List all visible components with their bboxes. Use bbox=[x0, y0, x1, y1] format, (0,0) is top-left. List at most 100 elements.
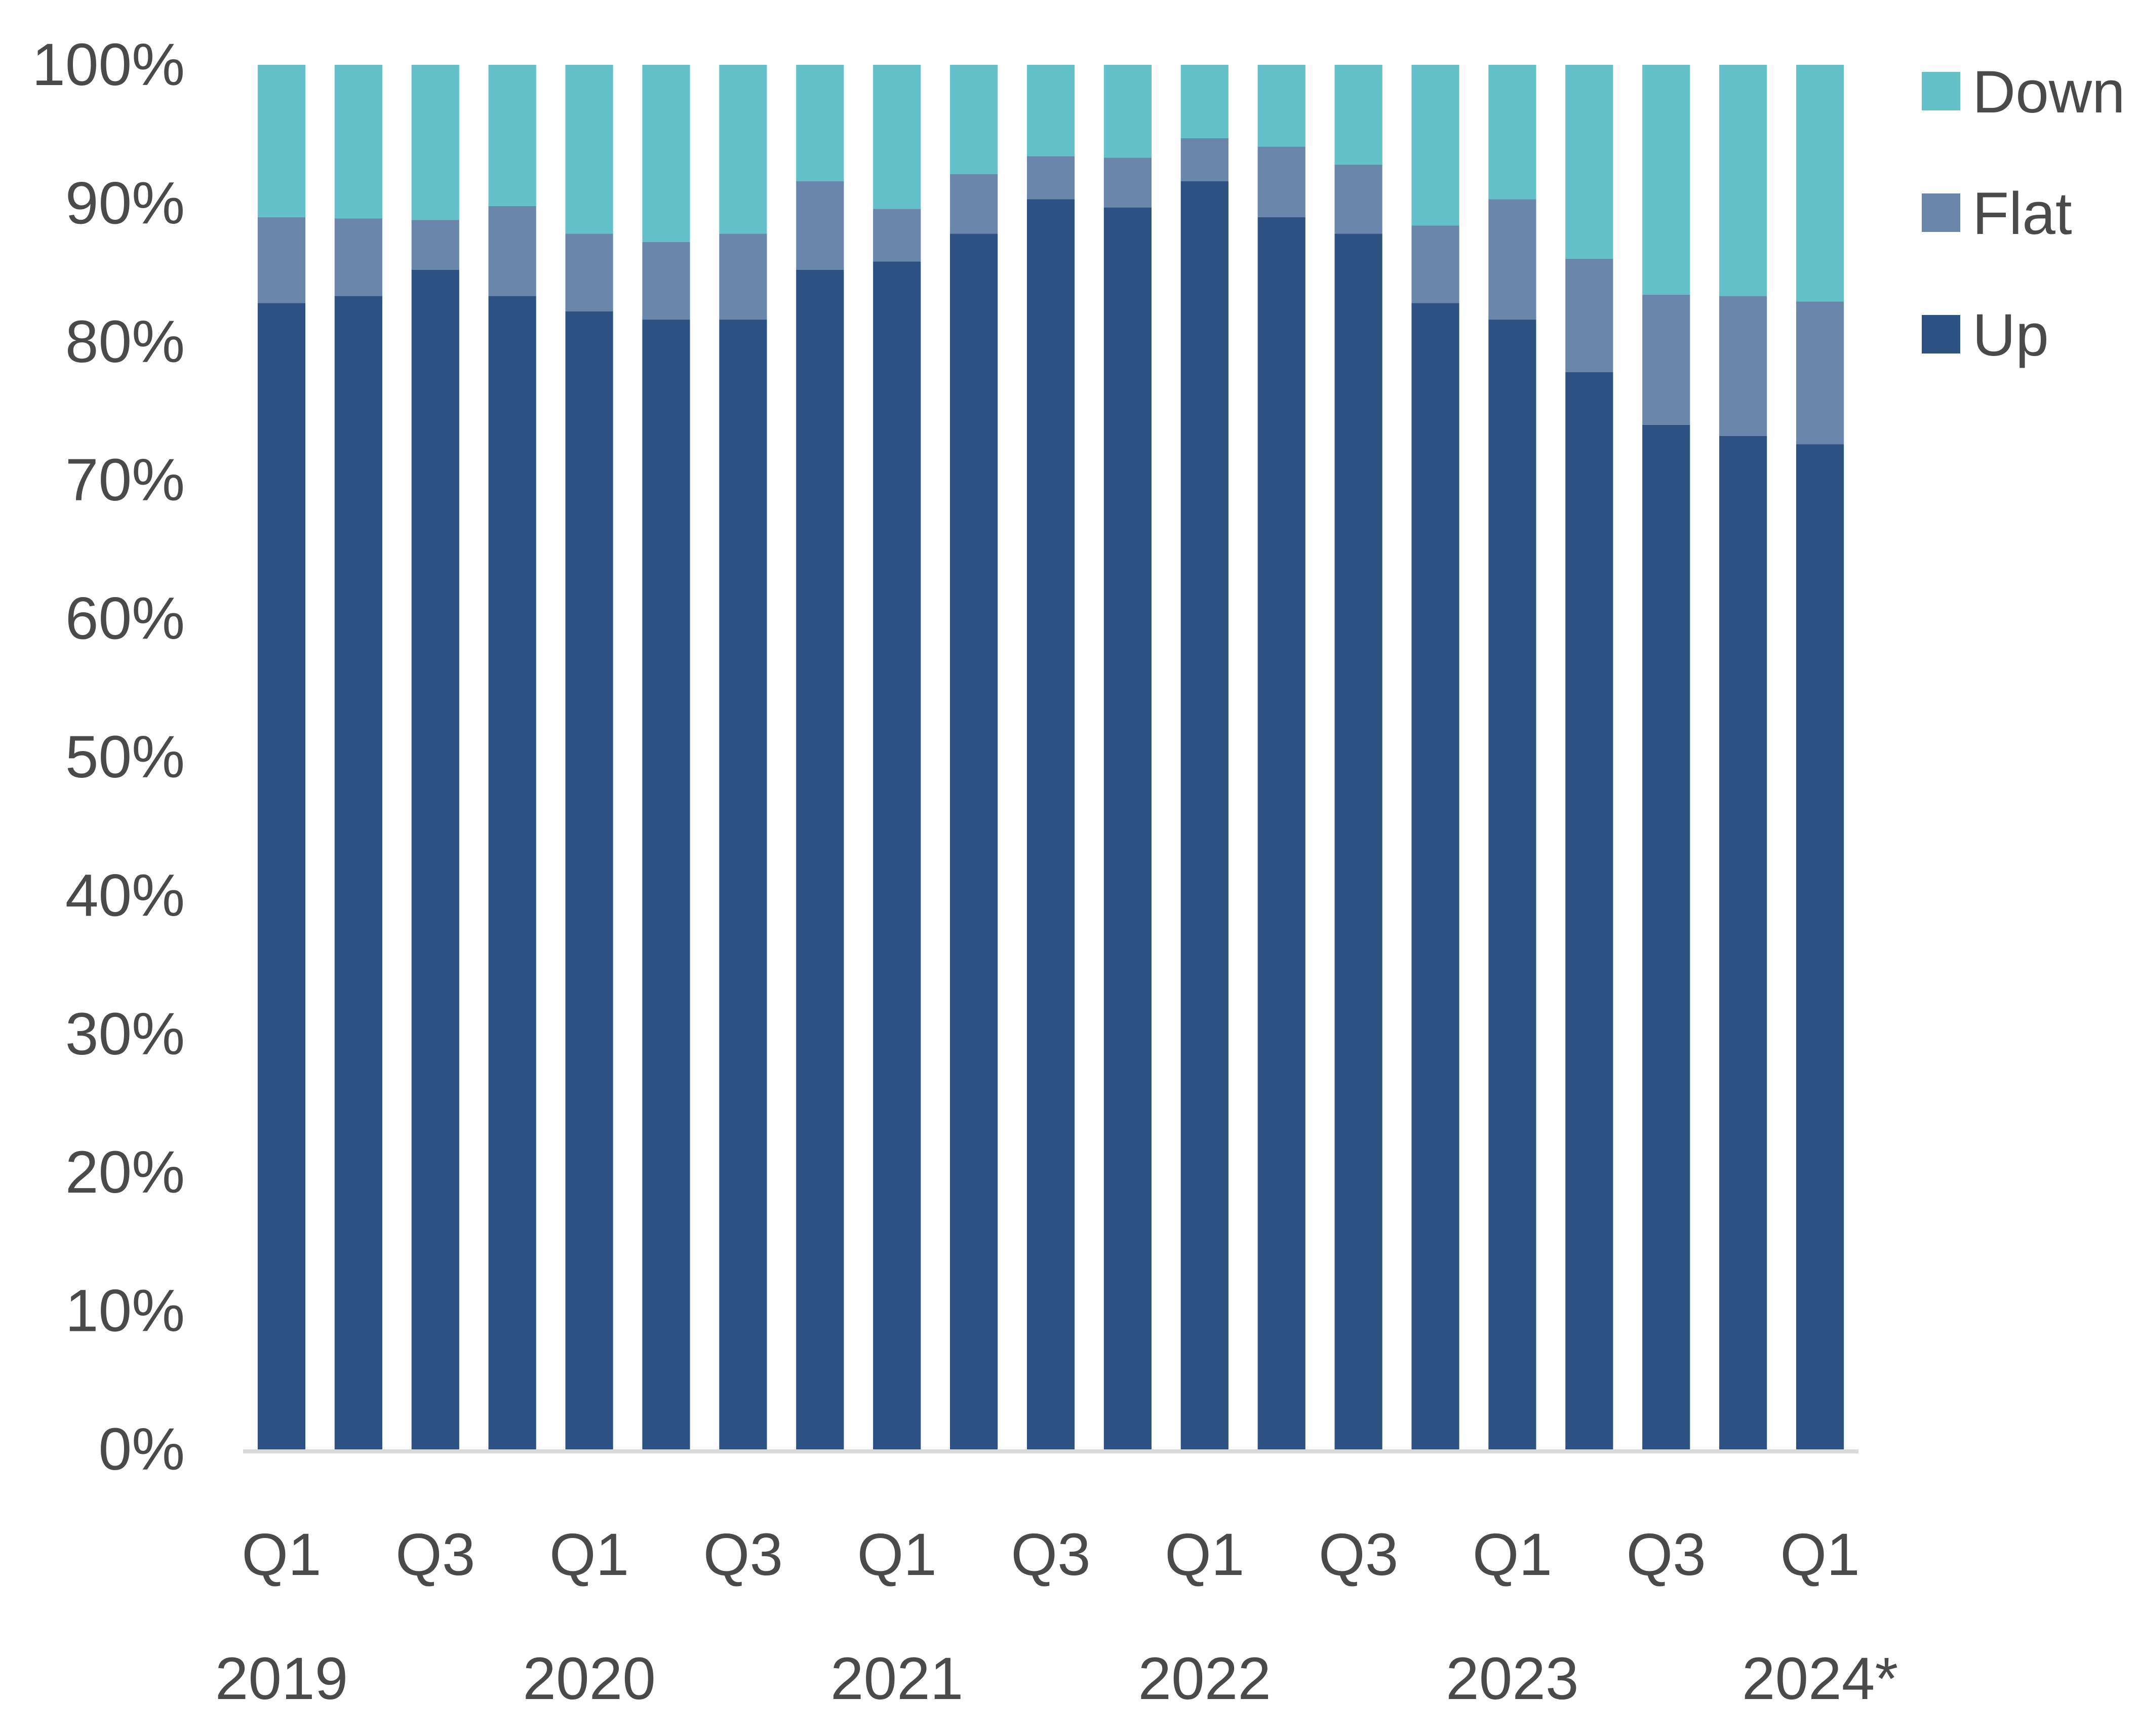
y-tick-label: 50% bbox=[65, 724, 185, 791]
y-tick-label: 40% bbox=[65, 862, 185, 929]
bar-segment-flat bbox=[411, 220, 459, 270]
legend-label: Up bbox=[1972, 302, 2049, 369]
y-tick-label: 60% bbox=[65, 585, 185, 652]
bar-segment-up bbox=[719, 320, 767, 1449]
bar-stack bbox=[1103, 65, 1152, 1449]
bar-segment-flat bbox=[257, 217, 306, 303]
bar-segment-up bbox=[488, 296, 536, 1449]
bar-stack bbox=[873, 65, 921, 1449]
y-tick-label: 70% bbox=[65, 447, 185, 514]
x-year-label: 2021 bbox=[830, 1645, 964, 1712]
legend-label: Flat bbox=[1972, 180, 2072, 247]
x-quarter-label: Q3 bbox=[1319, 1521, 1398, 1588]
bar-segment-down bbox=[1488, 65, 1536, 200]
y-tick-label: 80% bbox=[65, 308, 185, 375]
bar-segment-flat bbox=[1026, 156, 1075, 200]
bar-segment-down bbox=[642, 65, 690, 242]
bar-stack bbox=[565, 65, 613, 1450]
x-year-label: 2019 bbox=[215, 1645, 348, 1712]
bar-segment-down bbox=[719, 65, 767, 234]
x-quarter-label: Q1 bbox=[1473, 1521, 1552, 1588]
x-quarter-label: Q3 bbox=[1627, 1521, 1706, 1588]
bar-segment-flat bbox=[1334, 164, 1382, 234]
bar-segment-up bbox=[1103, 207, 1152, 1449]
bar-segment-up bbox=[565, 311, 613, 1450]
bar-segment-flat bbox=[719, 233, 767, 320]
bar-segment-down bbox=[796, 65, 844, 181]
x-quarter-label: Q1 bbox=[242, 1521, 321, 1588]
bar-segment-down bbox=[334, 65, 382, 219]
x-quarter-label: Q3 bbox=[395, 1521, 475, 1588]
bar-segment-down bbox=[565, 65, 613, 234]
bar-segment-up bbox=[1488, 320, 1536, 1449]
bar-segment-up bbox=[642, 320, 690, 1449]
bar-segment-up bbox=[1796, 444, 1844, 1450]
bar-segment-flat bbox=[334, 218, 382, 296]
legend-label: Down bbox=[1972, 59, 2125, 126]
bar-segment-up bbox=[1180, 181, 1229, 1449]
bar-segment-up bbox=[334, 296, 382, 1449]
bar-segment-down bbox=[1103, 65, 1152, 158]
bar-segment-up bbox=[1411, 303, 1459, 1449]
bar-segment-down bbox=[1796, 65, 1844, 302]
legend-item-down: Down bbox=[1922, 59, 2125, 126]
bar-segment-flat bbox=[488, 206, 536, 296]
bars bbox=[257, 65, 1844, 1450]
bar-segment-flat bbox=[565, 233, 613, 311]
x-quarter-label: Q1 bbox=[549, 1521, 629, 1588]
legend-swatch bbox=[1922, 315, 1960, 353]
bar-stack bbox=[796, 65, 844, 1449]
bar-segment-flat bbox=[1796, 301, 1844, 445]
bar-segment-flat bbox=[1180, 138, 1229, 181]
bar-segment-down bbox=[950, 65, 998, 174]
y-tick-label: 0% bbox=[98, 1416, 185, 1483]
bar-segment-flat bbox=[1103, 157, 1152, 208]
bar-stack bbox=[1719, 65, 1767, 1450]
bar-segment-flat bbox=[1565, 258, 1613, 372]
bar-segment-up bbox=[257, 303, 306, 1449]
y-tick-label: 100% bbox=[32, 31, 185, 98]
y-tick-label: 20% bbox=[65, 1139, 185, 1206]
bar-segment-down bbox=[873, 65, 921, 209]
x-quarter-label: Q1 bbox=[1780, 1521, 1859, 1588]
x-year-label: 2020 bbox=[523, 1645, 656, 1712]
y-tick-label: 90% bbox=[65, 170, 185, 236]
y-axis-labels: 0% 10% 20% 30% 40% 50% 60% 70% 80% 90% 100% bbox=[32, 31, 185, 1483]
bar-stack bbox=[334, 65, 382, 1449]
legend-item-up: Up bbox=[1922, 302, 2049, 369]
bar-segment-down bbox=[1026, 65, 1075, 156]
legend: Down Flat Up bbox=[1922, 59, 2125, 369]
x-year-labels: 2019 2020 2021 2022 2023 2024* bbox=[215, 1645, 1898, 1712]
bar-segment-down bbox=[1642, 65, 1690, 295]
bar-segment-flat bbox=[1488, 199, 1536, 320]
bar-segment-up bbox=[1026, 199, 1075, 1449]
bar-stack bbox=[1565, 65, 1613, 1449]
bar-segment-down bbox=[257, 65, 306, 217]
bar-stack bbox=[1796, 65, 1844, 1450]
x-quarter-label: Q3 bbox=[703, 1521, 783, 1588]
legend-item-flat: Flat bbox=[1922, 180, 2072, 247]
bar-segment-flat bbox=[1257, 146, 1305, 217]
bar-segment-up bbox=[1334, 233, 1382, 1449]
bar-segment-up bbox=[1257, 217, 1305, 1449]
bar-segment-up bbox=[796, 269, 844, 1449]
bar-segment-flat bbox=[796, 181, 844, 270]
bar-segment-up bbox=[1719, 436, 1767, 1450]
bar-segment-down bbox=[1565, 65, 1613, 259]
bar-stack bbox=[1026, 65, 1075, 1449]
bar-segment-down bbox=[488, 65, 536, 206]
bar-stack bbox=[642, 65, 690, 1449]
x-quarter-labels: Q1 Q3 Q1 Q3 Q1 Q3 Q1 Q3 Q1 Q3 Q1 bbox=[242, 1521, 1860, 1588]
bar-segment-flat bbox=[642, 242, 690, 320]
bar-segment-up bbox=[950, 233, 998, 1449]
x-year-label: 2022 bbox=[1138, 1645, 1272, 1712]
legend-swatch bbox=[1922, 193, 1960, 232]
bar-stack bbox=[719, 65, 767, 1449]
y-tick-label: 30% bbox=[65, 1001, 185, 1068]
x-quarter-label: Q3 bbox=[1011, 1521, 1090, 1588]
bar-stack bbox=[950, 65, 998, 1449]
legend-swatch bbox=[1922, 72, 1960, 110]
bar-segment-down bbox=[1719, 65, 1767, 296]
